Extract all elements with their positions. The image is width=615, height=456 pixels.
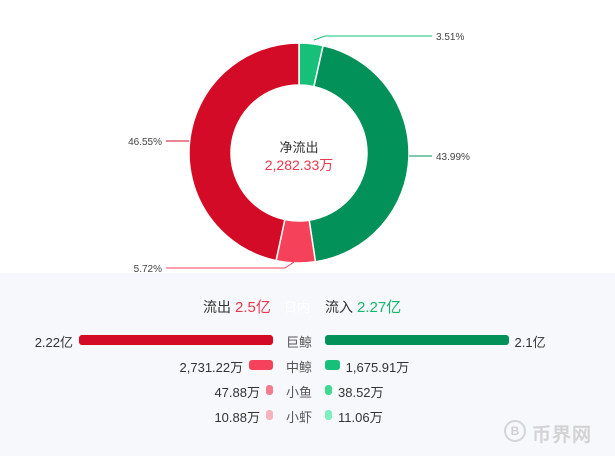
row-category-label: 小鱼 bbox=[286, 385, 313, 400]
row-category-label: 中鲸 bbox=[286, 360, 313, 375]
inflow-value-label: 1,675.91万 bbox=[345, 360, 410, 375]
slice-label: 43.99% bbox=[436, 152, 470, 163]
inflow-bar bbox=[325, 385, 332, 395]
slice-label: 46.55% bbox=[128, 137, 162, 148]
row-category-label: 巨鲸 bbox=[286, 335, 313, 350]
inflow-value-label: 2.1亿 bbox=[514, 335, 546, 350]
outflow-bar bbox=[266, 385, 273, 395]
inflow-bar bbox=[325, 335, 509, 345]
slice-label: 5.72% bbox=[134, 264, 162, 273]
donut-slice bbox=[188, 42, 300, 262]
slice-leader-line bbox=[313, 35, 432, 41]
outflow-value-label: 2.22亿 bbox=[34, 335, 73, 350]
center-value: 2,282.33万 bbox=[264, 157, 334, 173]
summary-middle-text: 日内 bbox=[284, 300, 311, 315]
watermark-coin-icon: B bbox=[504, 420, 526, 442]
inflow-bar bbox=[325, 360, 340, 370]
outflow-bar bbox=[249, 360, 273, 370]
slice-label: 3.51% bbox=[436, 32, 464, 43]
outflow-value-label: 47.88万 bbox=[214, 385, 260, 400]
slice-leader-line bbox=[166, 261, 295, 269]
inflow-value-label: 38.52万 bbox=[338, 385, 384, 400]
row-category-label: 小虾 bbox=[286, 410, 313, 425]
outflow-summary: 流出 2.5亿 bbox=[203, 296, 271, 317]
inflow-summary: 流入 2.27亿 bbox=[325, 296, 401, 317]
donut-chart: 3.51% 43.99% 5.72% 46.55% bbox=[128, 32, 470, 273]
outflow-value-label: 2,731.22万 bbox=[179, 360, 244, 375]
outflow-value: 2.5亿 bbox=[235, 299, 271, 316]
inflow-value: 2.27亿 bbox=[357, 299, 402, 316]
outflow-value-label: 10.88万 bbox=[214, 410, 260, 425]
outflow-bar bbox=[79, 335, 273, 345]
donut-slice bbox=[308, 44, 410, 263]
inflow-label: 流入 bbox=[325, 299, 353, 315]
watermark-logo: B 币界网 bbox=[504, 418, 606, 446]
inflow-value-label: 11.06万 bbox=[338, 410, 383, 425]
center-title: 净流出 bbox=[279, 140, 319, 155]
inflow-bar bbox=[325, 410, 332, 420]
outflow-label: 流出 bbox=[203, 299, 231, 315]
outflow-bar bbox=[266, 410, 273, 420]
watermark-text: 币界网 bbox=[532, 425, 593, 446]
